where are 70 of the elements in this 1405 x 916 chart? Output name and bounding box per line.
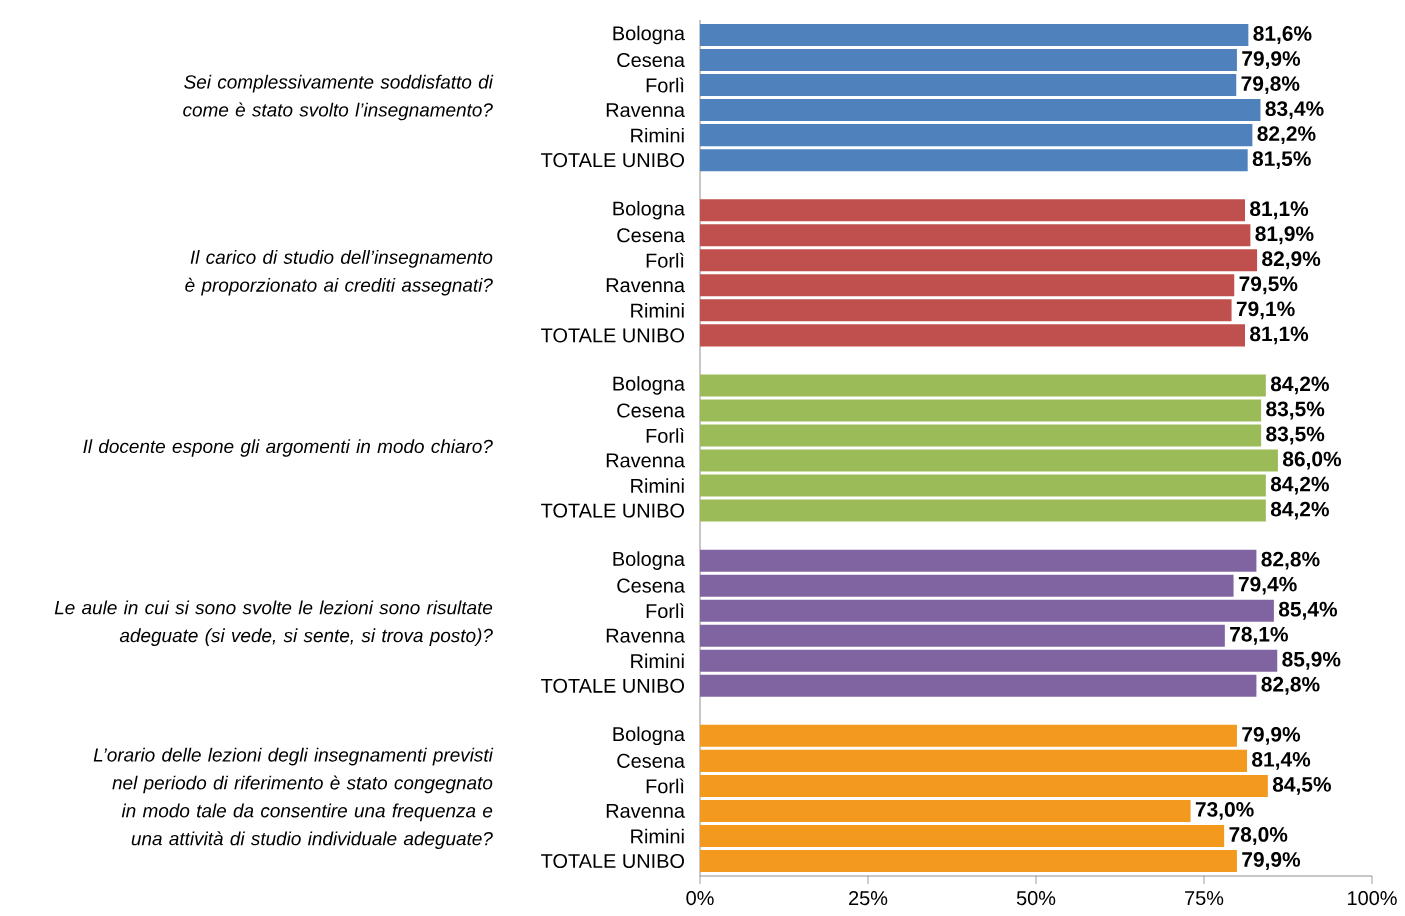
y-tick-label: Rimini xyxy=(631,653,684,668)
y-tick-label: Ravenna xyxy=(606,628,685,643)
text: Il docente espone gli argomenti in modo chiaro? xyxy=(83,439,493,457)
y-tick-label: Ravenna xyxy=(606,803,685,818)
y-tick-label: Bologna xyxy=(613,376,685,395)
text: Sei complessivamente soddisfatto di come è stato svolto l’insegnamento? xyxy=(183,74,494,121)
data-label: 84,2% xyxy=(1270,501,1329,520)
x-tick-label: 75% xyxy=(1185,891,1224,906)
x-tick-label: 100% xyxy=(1348,891,1397,906)
data-label: 73,0% xyxy=(1195,802,1254,820)
data-label: 82,2% xyxy=(1257,126,1316,145)
y-tick-label: Rimini xyxy=(631,127,684,143)
y-tick-label: TOTALE UNIBO xyxy=(541,678,685,693)
data-label: 84,2% xyxy=(1270,376,1329,395)
y-tick-label: Bologna xyxy=(613,551,685,570)
x-tick-label: 25% xyxy=(849,891,888,906)
text: Le aule in cui si sono svolte le lezioni sono risultate adeguate (si vede, si sente, si trova posto)? xyxy=(54,600,493,646)
data-label: 82,8% xyxy=(1261,676,1320,695)
y-tick-label: Forlì xyxy=(646,252,684,268)
y-tick-label: Forlì xyxy=(646,603,684,619)
text: L’orario delle lezioni degli insegnamenti previsti nel periodo di riferimento è stato congegnato in modo tale da consentire una frequenza e una attività di studio individuale adeguate? xyxy=(93,747,494,850)
y-tick-label: Bologna xyxy=(613,25,685,45)
y-tick-label: Rimini xyxy=(631,828,684,844)
data-label: 85,9% xyxy=(1282,651,1341,670)
y-tick-label: TOTALE UNIBO xyxy=(541,853,685,869)
y-tick-label: Bologna xyxy=(613,200,685,220)
y-tick-label: Rimini xyxy=(631,478,684,493)
data-label: 78,1% xyxy=(1230,626,1288,645)
data-label: 83,5% xyxy=(1266,401,1325,420)
data-label: 84,2% xyxy=(1270,476,1329,495)
data-label: 83,5% xyxy=(1266,426,1325,445)
y-tick-label: Forlì xyxy=(646,428,684,443)
data-label: 81,1% xyxy=(1250,201,1309,220)
y-tick-label: Cesena xyxy=(617,403,685,418)
y-tick-label: Cesena xyxy=(617,52,685,68)
data-label: 86,0% xyxy=(1282,451,1342,470)
y-tick-label: Bologna xyxy=(613,726,685,746)
y-tick-label: Ravenna xyxy=(606,278,685,293)
data-label: 79,9% xyxy=(1242,51,1301,69)
y-tick-label: Cesena xyxy=(617,228,685,243)
x-tick-label: 50% xyxy=(1016,891,1056,906)
y-tick-label: Forlì xyxy=(646,778,684,794)
data-label: 81,9% xyxy=(1255,226,1314,245)
data-label: 79,9% xyxy=(1242,726,1301,745)
x-tick-label: 0% xyxy=(686,891,714,906)
data-label: 78,0% xyxy=(1229,827,1288,845)
y-tick-label: Forlì xyxy=(646,77,684,93)
data-label: 79,9% xyxy=(1242,852,1301,870)
data-label: 79,1% xyxy=(1236,301,1295,320)
y-tick-label: TOTALE UNIBO xyxy=(541,328,685,343)
y-tick-label: TOTALE UNIBO xyxy=(541,503,685,518)
y-tick-label: Cesena xyxy=(617,753,685,768)
y-tick-label: Rimini xyxy=(631,303,684,318)
data-label: 81,1% xyxy=(1250,326,1309,345)
data-label: 79,4% xyxy=(1238,576,1297,595)
data-label: 79,5% xyxy=(1239,276,1298,295)
data-label: 81,4% xyxy=(1252,751,1311,770)
y-tick-label: TOTALE UNIBO xyxy=(541,153,685,168)
text: Il carico di studio dell’insegnamento è proporzionato ai crediti assegnati? xyxy=(185,250,493,296)
data-label: 83,4% xyxy=(1265,101,1324,120)
data-label: 79,8% xyxy=(1241,76,1300,94)
data-label: 85,4% xyxy=(1278,601,1338,620)
y-tick-label: Ravenna xyxy=(606,103,685,118)
data-label: 84,5% xyxy=(1272,776,1331,795)
data-label: 81,6% xyxy=(1253,26,1312,44)
y-tick-label: Cesena xyxy=(617,578,685,593)
data-label: 82,9% xyxy=(1262,251,1321,270)
data-label: 82,8% xyxy=(1261,551,1320,570)
data-label: 81,5% xyxy=(1252,151,1311,170)
y-tick-label: Ravenna xyxy=(606,453,685,468)
